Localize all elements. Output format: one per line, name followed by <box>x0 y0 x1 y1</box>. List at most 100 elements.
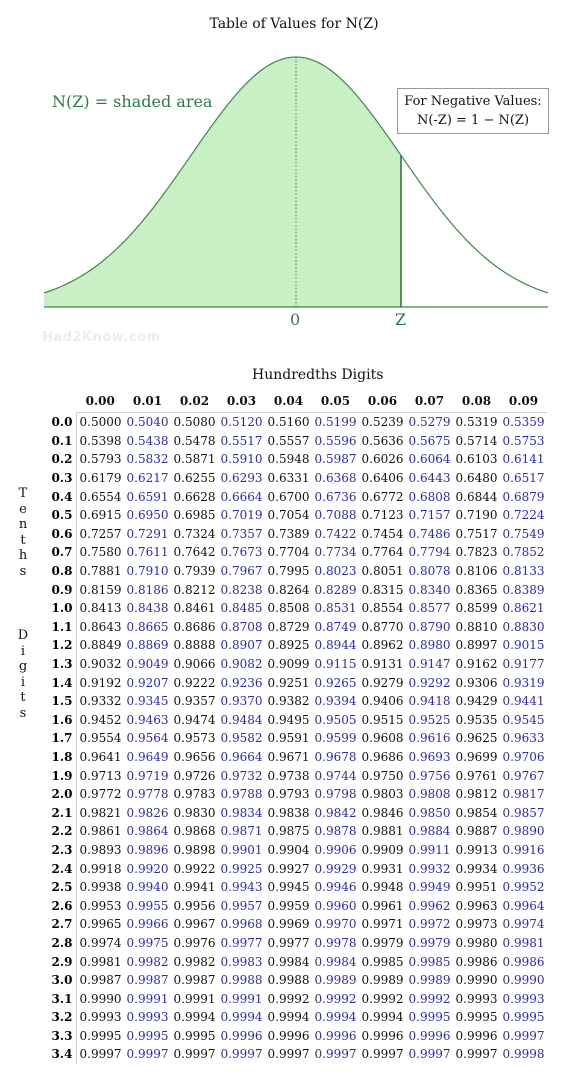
table-cell: 0.9812 <box>455 787 498 802</box>
table-cell: 0.9996 <box>314 1028 357 1043</box>
table-cell: 0.9279 <box>361 675 404 690</box>
table-cell: 0.8238 <box>220 582 263 597</box>
table-row: 2.9 0.9981 0.9982 0.9982 0.9983 0.9984 0.9984 0… <box>48 952 547 971</box>
table-cell: 0.9896 <box>126 842 169 857</box>
vertical-letter: n <box>18 517 28 533</box>
table-cell: 0.9982 <box>126 954 169 969</box>
table-cell: 0.9977 <box>220 935 263 950</box>
table-cell: 0.7580 <box>76 543 124 562</box>
table-cell: 0.9207 <box>126 675 169 690</box>
table-cell: 0.9992 <box>267 991 310 1006</box>
table-cell: 0.9995 <box>408 1010 451 1025</box>
table-cell: 0.9970 <box>314 917 357 932</box>
row-header: 0.0 <box>51 415 73 430</box>
table-cell: 0.9564 <box>126 731 169 746</box>
table-cell: 0.9981 <box>502 935 545 950</box>
table-cell: 0.9989 <box>361 973 404 988</box>
table-cell: 0.9066 <box>173 657 216 672</box>
table-cell: 0.9732 <box>220 768 263 783</box>
table-cell: 0.5478 <box>173 433 216 448</box>
table-cell: 0.7389 <box>267 526 310 541</box>
table-cell: 0.9990 <box>502 973 545 988</box>
table-row: 3.4 0.9997 0.9997 0.9997 0.9997 0.9997 0.9997 0… <box>48 1045 547 1064</box>
table-cell: 0.6517 <box>502 471 545 486</box>
table-cell: 0.9357 <box>173 694 216 709</box>
table-cell: 0.5199 <box>312 411 359 432</box>
table-cell: 0.9989 <box>314 973 357 988</box>
table-cell: 0.8078 <box>408 564 451 579</box>
table-cell: 0.9332 <box>76 691 124 711</box>
vertical-letter: e <box>19 501 27 517</box>
table-cell: 0.7852 <box>502 545 545 560</box>
table-cell: 0.9974 <box>502 917 545 932</box>
table-cell: 0.9951 <box>455 880 498 895</box>
table-cell: 0.9756 <box>408 768 451 783</box>
table-cell: 0.6255 <box>173 471 216 486</box>
table-row: 1.3 0.9032 0.9049 0.9066 0.9082 0.9099 0.9115 0… <box>48 654 547 674</box>
table-cell: 0.9948 <box>361 880 404 895</box>
table-row: 1.1 0.8643 0.8665 0.8686 0.8708 0.8729 0.8749 0… <box>48 617 547 637</box>
table-cell: 0.9931 <box>361 861 404 876</box>
table-cell: 0.7734 <box>314 545 357 560</box>
table-cell: 0.7823 <box>455 545 498 560</box>
table-cell: 0.9846 <box>361 805 404 820</box>
table-cell: 0.9582 <box>220 731 263 746</box>
table-cell: 0.9887 <box>455 824 498 839</box>
table-cell: 0.9441 <box>502 694 545 709</box>
table-cell: 0.9793 <box>267 787 310 802</box>
table-cell: 0.9474 <box>173 712 216 727</box>
row-header: 2.4 <box>51 861 73 876</box>
table-cell: 0.6480 <box>455 471 498 486</box>
table-cell: 0.9974 <box>76 933 124 953</box>
table-cell: 0.9719 <box>126 768 169 783</box>
table-cell: 0.9394 <box>314 694 357 709</box>
table-cell: 0.5948 <box>267 452 310 467</box>
shaded-area <box>44 57 401 307</box>
table-cell: 0.9967 <box>173 917 216 932</box>
table-row: 2.2 0.9861 0.9864 0.9868 0.9871 0.9875 0.9878 0… <box>48 822 547 841</box>
table-cell: 0.9959 <box>267 898 310 913</box>
row-header: 0.2 <box>51 452 73 467</box>
table-cell: 0.9744 <box>314 768 357 783</box>
vertical-letter: s <box>19 705 27 721</box>
table-cell: 0.6064 <box>408 452 451 467</box>
row-header: 0.7 <box>51 545 73 560</box>
table-cell: 0.7967 <box>220 564 263 579</box>
z-table: 0.00 0.01 0.02 0.03 0.04 0.05 0.06 0.07 0.08 0.09… <box>48 389 547 1064</box>
column-header: 0.07 <box>414 393 445 408</box>
table-cell: 0.6950 <box>126 508 169 523</box>
table-cell: 0.9772 <box>76 784 124 804</box>
table-cell: 0.7881 <box>76 561 124 581</box>
shaded-area-label: N(Z) = shaded area <box>52 92 213 111</box>
table-cell: 0.9370 <box>220 694 263 709</box>
table-cell: 0.6443 <box>408 471 451 486</box>
table-cell: 0.5000 <box>76 411 124 432</box>
vertical-letter: D <box>17 628 29 643</box>
table-cell: 0.9979 <box>408 935 451 950</box>
axis-label-zero: 0 <box>290 310 301 329</box>
table-cell: 0.5040 <box>124 411 171 432</box>
table-cell: 0.6700 <box>267 489 310 504</box>
table-cell: 0.9972 <box>408 917 451 932</box>
table-cell: 0.9971 <box>361 917 404 932</box>
table-cell: 0.8315 <box>361 582 404 597</box>
table-row: 1.8 0.9641 0.9649 0.9656 0.9664 0.9671 0.9678 0… <box>48 747 547 767</box>
table-row: 0.8 0.7881 0.7910 0.7939 0.7967 0.7995 0.8023 0… <box>48 561 547 581</box>
table-cell: 0.9988 <box>220 973 263 988</box>
row-header: 1.0 <box>51 601 73 616</box>
table-cell: 0.6141 <box>502 452 545 467</box>
negative-note-formula: N(-Z) = 1 − N(Z) <box>416 113 530 128</box>
table-cell: 0.9984 <box>314 954 357 969</box>
table-cell: 0.9817 <box>502 787 545 802</box>
table-cell: 0.9406 <box>361 694 404 709</box>
corner-cell <box>48 389 77 413</box>
table-cell: 0.9306 <box>455 675 498 690</box>
table-cell: 0.8389 <box>502 582 545 597</box>
table-cell: 0.9993 <box>455 991 498 1006</box>
table-cell: 0.9495 <box>267 712 310 727</box>
table-row: 3.3 0.9995 0.9995 0.9995 0.9996 0.9996 0.9996 0… <box>48 1026 547 1046</box>
column-header: 0.06 <box>367 393 398 408</box>
table-cell: 0.7291 <box>126 526 169 541</box>
table-cell: 0.8962 <box>361 638 404 653</box>
